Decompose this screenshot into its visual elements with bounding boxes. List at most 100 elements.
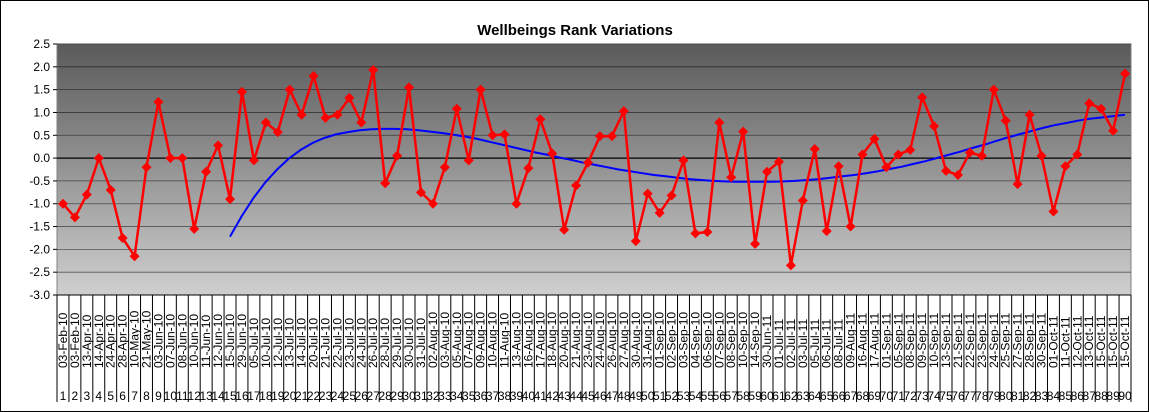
x-date-label: 05-Jul-11 (808, 319, 822, 368)
x-date-label: 13-Jul-10 (283, 318, 297, 368)
x-index-label: 26 (355, 389, 369, 403)
x-date-label: 13-Aug-10 (509, 312, 523, 368)
x-index-label: 59 (748, 389, 762, 403)
x-index-label: 12 (188, 389, 202, 403)
x-date-label: 27-Aug-10 (617, 312, 631, 368)
x-index-label: 35 (462, 389, 476, 403)
data-point (451, 103, 462, 114)
x-date-label: 01-Sep-11 (879, 313, 893, 368)
x-date-label: 08-Jul-11 (832, 319, 846, 368)
x-date-label: 24-Apr-10 (104, 314, 118, 368)
x-index-label: 48 (617, 389, 631, 403)
x-index-label: 62 (784, 389, 798, 403)
x-index-label: 84 (1047, 389, 1061, 403)
x-date-label: 11-Oct-11 (1058, 316, 1072, 368)
x-index-label: 47 (605, 389, 619, 403)
data-point (523, 163, 534, 174)
data-point (1036, 150, 1047, 161)
x-date-label: 26-Jul-10 (366, 318, 380, 368)
x-index-label: 31 (414, 389, 428, 403)
x-index-label: 10 (164, 389, 178, 403)
x-index-label: 76 (951, 389, 965, 403)
data-point (475, 84, 486, 95)
x-date-label: 16-Aug-10 (521, 312, 535, 368)
x-date-label: 28-Apr-10 (116, 314, 130, 368)
x-date-label: 20-Aug-10 (557, 312, 571, 368)
x-date-label: 11-Jun-10 (199, 315, 213, 368)
data-point (559, 224, 570, 235)
x-index-label: 46 (593, 389, 607, 403)
x-date-label: 31-Jul-10 (414, 318, 428, 368)
x-date-label: 11-Aug-10 (498, 313, 512, 368)
x-date-label: 06-Sep-10 (700, 312, 714, 368)
data-point (929, 121, 940, 132)
data-point (356, 117, 367, 128)
data-point (189, 223, 200, 234)
x-index-label: 51 (653, 389, 667, 403)
data-point (678, 155, 689, 166)
x-date-label: 03-Feb-10 (56, 312, 70, 368)
x-index-label: 75 (939, 389, 953, 403)
x-date-label: 13-Sep-11 (939, 313, 953, 368)
x-index-label: 67 (844, 389, 858, 403)
x-date-label: 29-Jul-10 (390, 318, 404, 368)
x-date-label: 17-Aug-11 (867, 313, 881, 368)
data-point (1120, 68, 1131, 79)
x-index-label: 5 (107, 389, 114, 403)
x-index-label: 81 (1011, 389, 1025, 403)
x-date-label: 12-Jun-10 (211, 314, 225, 368)
x-date-label: 30-Jul-10 (402, 318, 416, 368)
x-date-label: 08-Sep-11 (903, 313, 917, 368)
x-date-label: 23-Sep-11 (975, 313, 989, 368)
data-point (881, 162, 892, 173)
data-point (284, 84, 295, 95)
data-point (738, 126, 749, 137)
x-date-label: 27-Sep-11 (1011, 313, 1025, 368)
x-date-label: 24-Sep-11 (987, 313, 1001, 368)
data-point (1060, 161, 1071, 172)
x-date-label: 26-Aug-10 (605, 312, 619, 368)
x-index-label: 7 (131, 389, 138, 403)
x-index-label: 20 (283, 389, 297, 403)
data-point (248, 155, 259, 166)
data-point (57, 198, 68, 209)
x-index-label: 58 (736, 389, 750, 403)
x-date-label: 03-Feb-10 (68, 312, 82, 368)
x-date-label: 08-Jun-10 (175, 314, 189, 368)
x-index-label: 30 (402, 389, 416, 403)
x-date-label: 14-Jul-10 (295, 318, 309, 368)
x-index-label: 72 (904, 389, 918, 403)
x-index-label: 50 (641, 389, 655, 403)
x-index-label: 21 (295, 389, 309, 403)
y-tick-label: 0.0 (33, 151, 50, 165)
x-index-label: 13 (199, 389, 213, 403)
x-date-label: 23-Jul-10 (342, 318, 356, 368)
x-date-label: 10-Jul-10 (259, 318, 273, 368)
x-index-label: 71 (892, 389, 906, 403)
x-index-label: 77 (963, 389, 977, 403)
y-tick-label: -0.5 (29, 174, 50, 188)
x-index-label: 53 (677, 389, 691, 403)
x-index-label: 36 (474, 389, 488, 403)
x-index-label: 88 (1094, 389, 1108, 403)
x-date-label: 23-Aug-10 (581, 312, 595, 368)
data-point (332, 109, 343, 120)
x-index-label: 49 (629, 389, 643, 403)
x-index-label: 64 (808, 389, 822, 403)
y-tick-label: -1.0 (29, 197, 50, 211)
data-point (917, 92, 928, 103)
data-point (117, 232, 128, 243)
data-point (236, 86, 247, 97)
x-index-label: 87 (1083, 389, 1097, 403)
y-tick-label: -1.5 (29, 220, 50, 234)
data-point (81, 189, 92, 200)
data-point (618, 106, 629, 117)
y-tick-label: 2.5 (33, 37, 50, 51)
x-index-label: 27 (367, 389, 381, 403)
x-index-label: 78 (975, 389, 989, 403)
data-point (893, 149, 904, 160)
data-point (201, 166, 212, 177)
x-date-label: 08-Sep-10 (724, 312, 738, 368)
x-date-label: 15-Jun-10 (223, 314, 237, 368)
